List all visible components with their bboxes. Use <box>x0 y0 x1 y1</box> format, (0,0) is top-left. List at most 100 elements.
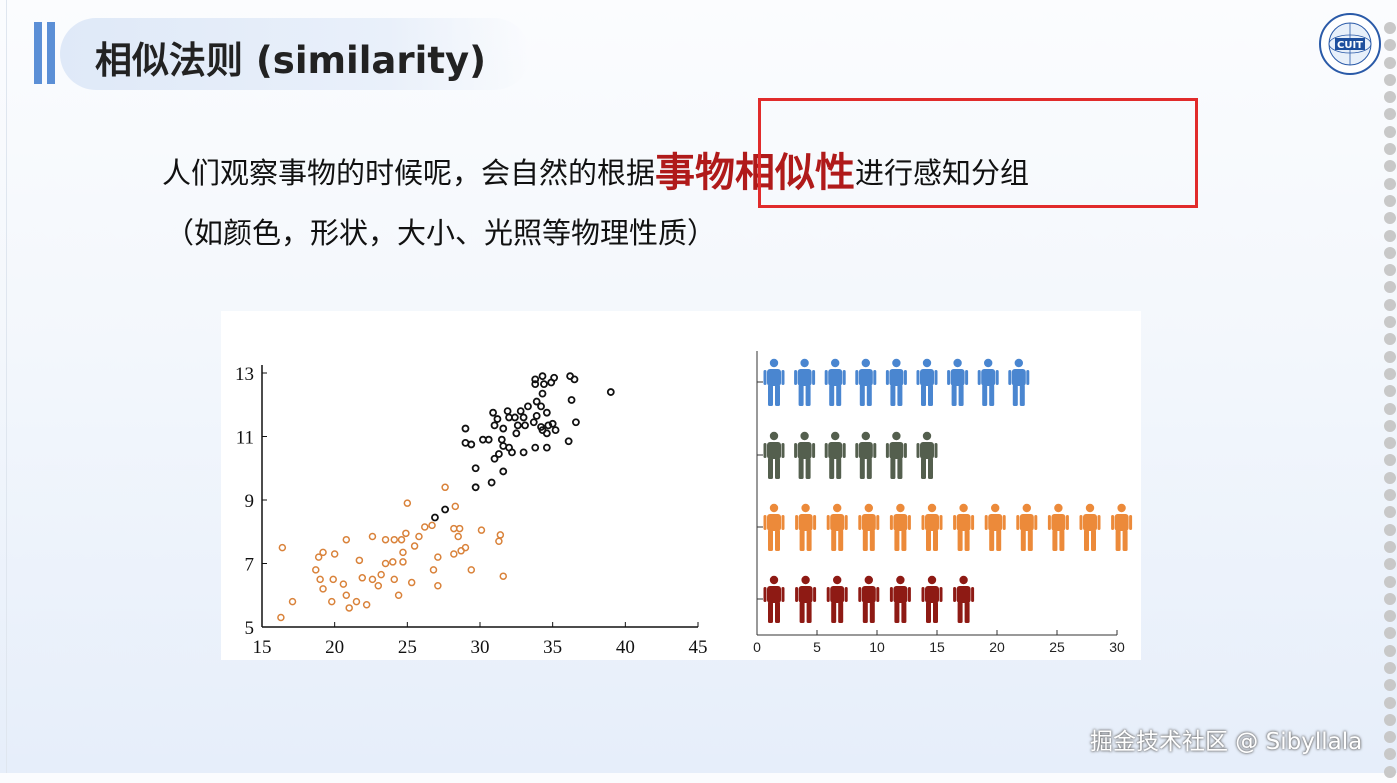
scatter-point <box>407 578 416 587</box>
scatter-point <box>319 585 327 593</box>
person-icon <box>763 358 785 406</box>
person-leg <box>926 530 931 551</box>
scatter-point <box>570 375 579 384</box>
person-head <box>959 503 968 513</box>
title-accent-bar <box>47 22 55 84</box>
person-arm <box>781 443 785 458</box>
x-tick-label: 20 <box>325 637 344 658</box>
person-arm <box>763 587 767 602</box>
scatter-point <box>519 413 528 422</box>
scatter-point <box>471 464 480 473</box>
scatter-point <box>531 375 540 384</box>
person-head <box>892 358 901 368</box>
person-torso <box>767 442 781 459</box>
person-icon <box>947 358 969 406</box>
ring <box>1384 125 1396 138</box>
scatter-point <box>381 559 390 568</box>
person-head <box>801 503 810 513</box>
person-leg <box>996 530 1002 551</box>
scatter-point <box>342 535 351 544</box>
ring <box>1384 73 1396 86</box>
person-torso <box>950 369 965 386</box>
scatter-point <box>316 575 324 584</box>
scatter-point <box>390 575 399 584</box>
scatter-point <box>389 558 397 566</box>
person-arm <box>1026 370 1030 385</box>
person-icon <box>916 431 938 479</box>
person-leg <box>928 385 933 406</box>
person-icon <box>1008 358 1030 406</box>
person-arm <box>916 370 920 385</box>
highlighted-term: 事物相似性 <box>655 150 856 196</box>
scatter-point <box>503 407 512 415</box>
person-head <box>1085 503 1095 513</box>
person-icon <box>977 358 999 406</box>
scatter-point <box>484 435 493 444</box>
x-tick-label: 5 <box>813 639 821 655</box>
scatter-point <box>362 601 371 609</box>
person-leg <box>768 530 773 551</box>
scatter-point <box>381 535 390 544</box>
person-arm <box>907 515 911 530</box>
ring <box>1384 212 1396 225</box>
scatter-point <box>345 604 353 612</box>
person-arm <box>855 370 859 385</box>
person-head <box>769 503 779 513</box>
person-arm <box>977 370 981 385</box>
scatter-point <box>441 483 449 492</box>
ring <box>1384 540 1396 553</box>
person-head <box>800 431 809 441</box>
person-leg <box>897 458 903 479</box>
scatter-point <box>342 591 351 599</box>
person-arm <box>971 587 975 602</box>
ring <box>1384 489 1396 502</box>
person-arm <box>813 515 817 530</box>
person-torso <box>1051 514 1066 531</box>
person-head <box>927 503 937 513</box>
person-icon <box>795 575 817 623</box>
scatter-point <box>513 421 522 430</box>
scatter-point <box>521 421 529 430</box>
binder-rings <box>1384 22 1397 783</box>
person-head <box>922 358 932 368</box>
scatter-point <box>499 467 508 476</box>
x-tick-label: 25 <box>1049 639 1065 655</box>
person-icon <box>889 575 911 623</box>
person-torso <box>893 514 908 531</box>
person-leg <box>775 385 780 406</box>
person-arm <box>763 370 767 385</box>
ring <box>1384 471 1396 484</box>
scatter-point <box>493 415 502 423</box>
x-tick-label: 15 <box>253 637 272 658</box>
scatter-point <box>490 454 499 463</box>
person-torso <box>798 514 813 531</box>
ring <box>1384 143 1396 156</box>
person-arm <box>855 443 859 458</box>
person-leg <box>775 602 780 623</box>
ring <box>1384 281 1396 294</box>
scatter-point <box>390 535 399 544</box>
person-leg <box>894 530 900 551</box>
person-icon <box>858 503 880 551</box>
person-arm <box>781 587 785 602</box>
person-torso <box>988 514 1003 531</box>
person-icon <box>1111 503 1133 551</box>
ring <box>1384 402 1396 415</box>
x-tick-label: 10 <box>869 639 885 655</box>
ring <box>1384 696 1396 709</box>
person-leg <box>964 530 970 551</box>
scatter-point <box>450 550 458 558</box>
person-arm <box>873 370 877 385</box>
person-arm <box>921 515 925 530</box>
person-leg <box>928 458 933 479</box>
person-head <box>959 575 968 585</box>
person-icon <box>794 358 816 406</box>
person-arm <box>885 370 889 385</box>
person-arm <box>921 587 925 602</box>
x-tick-label: 20 <box>989 639 1005 655</box>
scatter-point <box>490 421 499 430</box>
university-logo: CUIT <box>1319 13 1381 75</box>
person-arm <box>1002 515 1006 530</box>
person-icon <box>1016 503 1038 551</box>
scatter-point <box>551 426 560 435</box>
